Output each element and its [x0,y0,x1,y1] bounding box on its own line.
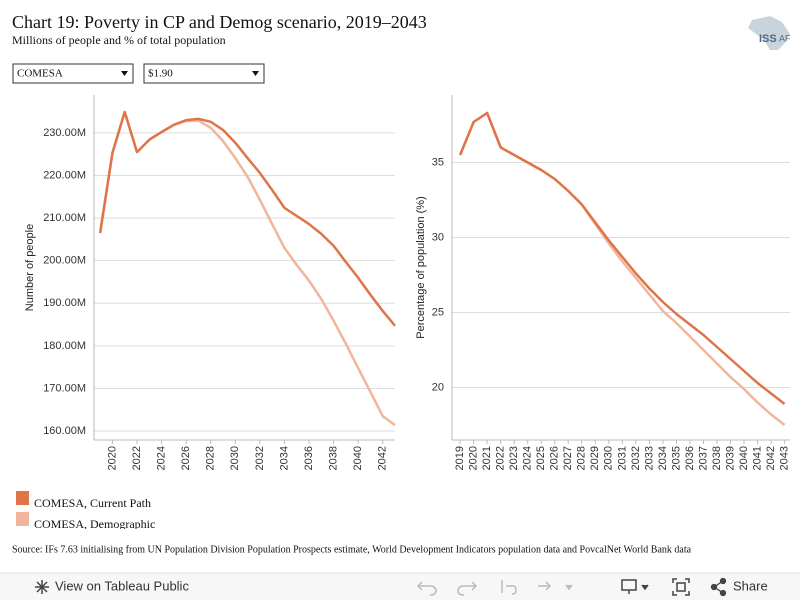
x-tick-label: 2030 [229,446,241,470]
logo: ISS AF [748,16,791,50]
y-tick-label: 25 [432,306,444,318]
series-line [458,111,786,405]
filter[interactable]: COMESA [12,63,134,84]
x-tick-label: 2029 [589,446,601,470]
x-tick-label: 2028 [205,446,217,470]
download-icon[interactable] [621,579,649,594]
y-tick-label: 180.00M [43,340,86,352]
x-tick-label: 2033 [643,446,655,470]
legend-swatch [16,491,29,505]
y-tick-label: 170.00M [43,382,86,394]
y-tick-label: 200.00M [43,255,86,267]
x-tick-label: 2020 [468,446,480,470]
x-tick-label: 2024 [155,446,167,470]
legend: COMESA, Current Path COMESA, Demographic [16,491,155,531]
x-tick-label: 2022 [495,446,507,470]
filter[interactable]: $1.90 [143,63,265,84]
x-tick-label: 2019 [454,446,466,470]
logo-text: AF [779,33,791,43]
x-tick-label: 2022 [131,446,143,470]
series-line [458,111,786,426]
dropdown-value[interactable]: COMESA [17,68,63,80]
x-tick-label: 2038 [327,446,339,470]
toolbar: View on Tableau Public Share [0,572,800,600]
y-tick-label: 190.00M [43,297,86,309]
x-tick-label: 2039 [724,446,736,470]
x-tick-label: 2031 [616,446,628,470]
y-axis-title: Percentage of population (%) [415,196,427,338]
logo-text: ISS [759,33,777,45]
legend-label: COMESA, Current Path [34,496,151,510]
x-tick-label: 2021 [481,446,493,470]
x-tick-label: 2028 [576,446,588,470]
x-tick-label: 2026 [549,446,561,470]
x-tick-label: 2026 [180,446,192,470]
x-tick-label: 2020 [106,446,118,470]
x-tick-label: 2041 [751,446,763,470]
x-tick-label: 2030 [603,446,615,470]
series-line [98,110,396,327]
title: Chart 19: Poverty in CP and Demog scenar… [12,12,427,32]
x-tick-label: 2025 [535,446,547,470]
history-icons [416,580,573,596]
share-link[interactable]: Share [733,578,768,593]
view-link[interactable]: View on Tableau Public [55,578,189,593]
x-tick-label: 2035 [670,446,682,470]
y-axis-title: Number of people [24,224,36,311]
x-tick-label: 2034 [657,446,669,470]
x-tick-label: 2040 [352,446,364,470]
toolbar-bg [0,573,800,600]
source: Source: IFs 7.63 initialising from UN Po… [12,544,692,555]
fullscreen-icon[interactable] [672,578,690,596]
x-tick-label: 2038 [711,446,723,470]
x-tick-label: 2032 [254,446,266,470]
x-tick-label: 2043 [778,446,790,470]
x-tick-label: 2034 [278,446,290,470]
x-tick-label: 2040 [738,446,750,470]
chart: 160.00M 170.00M 180.00M 190.00M 200.00M 210.0… [24,95,396,470]
logo-map [748,16,790,50]
dropdown-arrow[interactable] [121,71,128,76]
legend-swatch [16,512,29,526]
x-tick-label: 2024 [522,446,534,470]
y-tick-label: 20 [432,381,444,393]
y-tick-label: 160.00M [43,425,86,437]
y-tick-label: 30 [432,231,444,243]
dropdown[interactable] [12,63,134,84]
y-tick-label: 210.00M [43,212,86,224]
x-tick-label: 2042 [765,446,777,470]
x-tick-label: 2042 [377,446,389,470]
tableau-icon[interactable] [35,580,49,594]
share-icon[interactable] [710,577,727,597]
x-tick-label: 2037 [697,446,709,470]
x-tick-label: 2023 [508,446,520,470]
y-tick-label: 220.00M [43,169,86,181]
y-tick-label: 35 [432,156,444,168]
subtitle: Millions of people and % of total popula… [12,33,226,47]
charts: 160.00M 170.00M 180.00M 190.00M 200.00M 210.0… [24,95,790,470]
dropdown-arrow[interactable] [252,71,259,76]
y-tick-label: 230.00M [43,127,86,139]
legend-label: COMESA, Demographic [34,517,155,531]
dropdown-value[interactable]: $1.90 [148,68,173,80]
x-tick-label: 2036 [684,446,696,470]
x-tick-label: 2036 [303,446,315,470]
x-tick-label: 2032 [630,446,642,470]
dropdown[interactable] [143,63,265,84]
x-tick-label: 2027 [562,446,574,470]
